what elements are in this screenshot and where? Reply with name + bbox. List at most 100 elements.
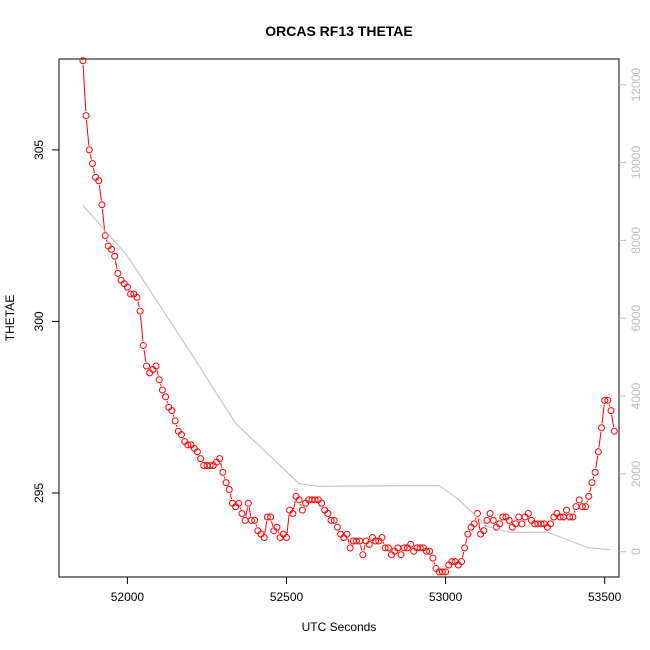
data-point [168,407,176,415]
data-point [378,534,386,542]
series-segment [264,521,268,534]
data-point [98,201,106,209]
data-point [483,516,491,524]
data-point [537,520,545,528]
data-point [572,503,580,511]
series-segment [105,239,108,242]
series-segment [223,476,226,479]
data-point [473,510,481,518]
data-point [216,455,224,463]
data-point [407,540,415,548]
series-segment [172,414,175,417]
data-point [489,516,497,524]
data-point [324,510,332,518]
y-axis: 295 300 305 [32,140,59,503]
data-point [610,427,618,435]
data-point [575,496,583,504]
data-point [588,479,596,487]
series-segment [248,507,252,517]
series-segment [293,500,296,510]
series-segment [239,507,242,510]
data-point [197,455,205,463]
x-tick-label: 53000 [429,590,463,604]
series-segment [586,500,588,503]
secondary-y-tick-label: 2000 [629,460,643,487]
series-segment [175,424,178,428]
data-point [524,510,532,518]
data-point [464,530,472,538]
data-point [152,362,160,370]
data-point [260,534,268,542]
data-point [111,252,119,260]
series-segment [114,260,118,270]
data-point [318,499,325,507]
secondary-y-axis: 0 2000 4000 6000 8000 10000 12000 [619,68,643,555]
series-segment [82,64,87,112]
series-segment [347,538,350,544]
data-point [101,232,109,240]
data-point [241,516,249,524]
data-point [598,424,605,432]
data-point [585,492,593,500]
secondary-y-tick-label: 8000 [629,227,643,254]
x-tick-label: 52000 [111,590,145,604]
series-segment [98,184,102,201]
data-point [343,530,351,538]
data-point [162,393,170,401]
series-segment [475,517,477,520]
data-point [556,513,564,521]
data-point [238,510,246,518]
y-tick-label: 295 [32,483,46,503]
data-point [365,540,373,548]
data-point [353,537,360,545]
data-point [283,534,290,542]
y-axis-title: THETAE [3,295,17,341]
data-point [547,520,555,528]
series-segment [166,400,168,404]
data-point [448,558,456,566]
series-segment [89,153,92,160]
data-point [515,513,523,521]
data-point [222,479,230,487]
secondary-y-tick-label: 6000 [629,305,643,332]
data-point [108,245,115,253]
data-point [426,547,434,555]
data-point [601,396,609,404]
series-segment [277,531,280,534]
data-point [400,544,408,552]
series-segment [608,404,611,407]
series-segment [271,521,274,527]
data-point [607,407,615,415]
data-point [429,554,437,562]
series-segment [160,383,162,387]
series-segment [465,538,468,544]
data-point [397,551,405,559]
data-point [193,448,201,456]
data-point [251,516,259,524]
data-point [372,537,380,545]
data-point [330,516,338,524]
data-point [327,516,335,524]
data-point [219,468,227,476]
series-segment [137,301,140,308]
data-point [480,527,488,535]
data-point [133,293,141,301]
data-point [578,503,586,511]
data-point [359,551,367,559]
data-point [178,431,185,439]
series-segment [360,545,363,551]
x-tick-label: 52500 [270,590,304,604]
series-segment [595,455,599,469]
data-point [298,506,306,514]
secondary-y-tick-label: 10000 [629,146,643,180]
data-point [518,520,526,528]
series-segment [573,510,576,514]
data-point [346,544,354,552]
series-segment [85,119,90,146]
series-segment [589,486,592,493]
data-point [139,341,147,349]
series-segment [101,209,106,232]
data-point [582,503,590,511]
y-tick-label: 305 [32,140,46,160]
series-segment [598,431,602,448]
